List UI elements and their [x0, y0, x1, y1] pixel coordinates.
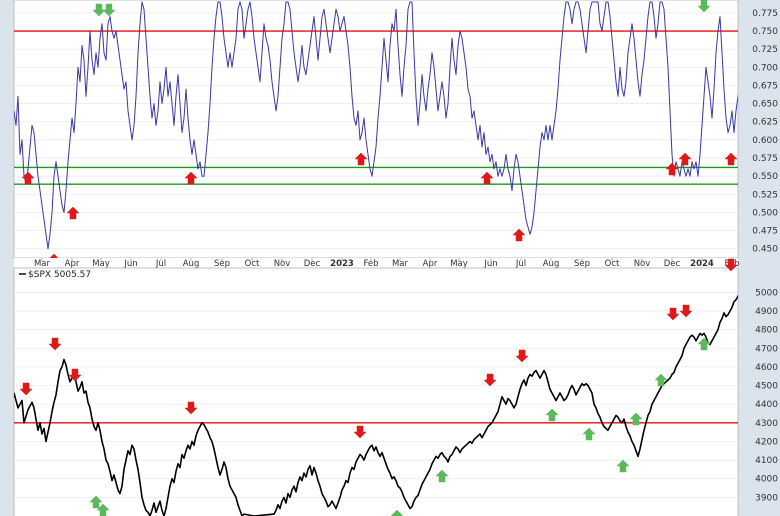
x-tick-label: 2024 [690, 259, 714, 269]
red-arrow-up-icon [66, 206, 80, 220]
x-tick-label: Oct [245, 259, 260, 269]
red-arrow-up-icon [665, 162, 679, 176]
x-tick-label: May [450, 259, 468, 269]
upper-series [14, 1, 738, 250]
legend-label: $SPX 5005.57 [28, 270, 91, 280]
x-tick-label: May [92, 259, 110, 269]
y-tick-label: 4500 [755, 382, 778, 392]
red-arrow-down-icon [184, 401, 198, 415]
y-tick-label: 3900 [755, 493, 778, 503]
lower-panel-bg [13, 267, 739, 516]
green-arrow-up-icon [582, 427, 596, 441]
x-axis-strip [14, 258, 738, 268]
y-tick-label: 4100 [755, 456, 778, 466]
y-tick-label: 0.575 [752, 154, 778, 164]
x-tick-label: Jun [123, 259, 137, 269]
lower-legend: $SPX 5005.57 [19, 270, 91, 280]
green-arrow-up-icon [545, 408, 559, 422]
x-tick-label: Sep [214, 259, 230, 269]
green-arrow-up-icon [96, 503, 110, 516]
red-arrow-up-icon [512, 228, 526, 242]
lower-series [14, 294, 738, 516]
x-tick-label: Aug [183, 259, 200, 269]
y-tick-label: 0.725 [752, 45, 778, 55]
red-arrow-down-icon [679, 304, 693, 318]
x-tick-label: Oct [605, 259, 620, 269]
y-tick-label: 5000 [755, 288, 778, 298]
y-tick-label: 0.600 [752, 136, 778, 146]
y-tick-label: 0.525 [752, 190, 778, 200]
x-tick-label: Aug [543, 259, 560, 269]
lower-arrows [19, 258, 738, 516]
x-tick-label: Feb [363, 259, 378, 269]
upper-panel-bg [13, 0, 739, 259]
y-tick-label: 0.650 [752, 100, 778, 110]
red-arrow-up-icon [724, 152, 738, 166]
green-arrow-up-icon [629, 412, 643, 426]
red-arrow-down-icon [48, 337, 62, 351]
red-arrow-down-icon [666, 307, 680, 321]
green-arrow-up-icon [654, 373, 668, 387]
red-arrow-up-icon [480, 171, 494, 185]
green-arrow-down-icon [697, 0, 711, 13]
upper-series-line [14, 1, 738, 250]
red-arrow-down-icon [68, 368, 82, 382]
x-tick-label: Nov [274, 259, 291, 269]
red-arrow-down-icon [515, 349, 529, 363]
x-tick-label: 2023 [330, 259, 354, 269]
x-tick-label: Jul [155, 259, 166, 269]
x-tick-label: Mar [392, 259, 409, 269]
red-arrow-down-icon [483, 373, 497, 387]
y-tick-label: 4000 [755, 475, 778, 485]
y-tick-label: 0.500 [752, 208, 778, 218]
green-arrow-up-icon [390, 509, 404, 516]
y-tick-label: 0.775 [752, 9, 778, 19]
upper-reference-lines [14, 30, 738, 185]
red-arrow-up-icon [184, 171, 198, 185]
green-arrow-up-icon [89, 495, 103, 509]
y-tick-label: 4300 [755, 419, 778, 429]
red-arrow-down-icon [353, 425, 367, 439]
lower-y-axis: 3900 4000 4100 4200 4300 4400 4500 4600 4700 4800… [755, 288, 778, 503]
x-axis: Mar Apr May Jun Jul Aug Sep Oct Nov Dec 2023 Feb Mar… [34, 258, 740, 269]
y-tick-label: 4600 [755, 363, 778, 373]
red-arrow-up-icon [21, 171, 35, 185]
y-tick-label: 0.675 [752, 81, 778, 91]
green-arrow-up-icon [616, 459, 630, 473]
x-tick-label: Jul [515, 259, 526, 269]
y-tick-label: 0.450 [752, 245, 778, 255]
red-arrow-up-icon [678, 152, 692, 166]
green-arrow-up-icon [697, 337, 711, 351]
y-tick-label: 0.750 [752, 27, 778, 37]
y-tick-label: 0.550 [752, 172, 778, 182]
red-arrow-up-icon [354, 152, 368, 166]
y-tick-label: 0.625 [752, 118, 778, 128]
x-tick-label: Nov [634, 259, 651, 269]
x-tick-label: Mar [34, 259, 51, 269]
y-tick-label: 4200 [755, 437, 778, 447]
x-tick-label: Sep [574, 259, 590, 269]
y-tick-label: 4800 [755, 326, 778, 336]
red-arrow-down-icon [724, 258, 738, 272]
x-tick-label: Dec [304, 259, 321, 269]
y-tick-label: 0.700 [752, 63, 778, 73]
y-tick-label: 4700 [755, 344, 778, 354]
x-tick-label: Apr [65, 259, 80, 269]
green-arrow-down-icon [102, 3, 116, 17]
lower-series-line [14, 294, 738, 516]
x-tick-label: Apr [423, 259, 438, 269]
upper-y-axis: 0.450 0.475 0.500 0.525 0.550 0.575 0.600 0.625… [752, 9, 778, 255]
red-arrow-down-icon [19, 382, 33, 396]
x-tick-label: Jun [483, 259, 497, 269]
y-tick-label: 0.475 [752, 227, 778, 237]
green-arrow-up-icon [435, 469, 449, 483]
y-tick-label: 4900 [755, 307, 778, 317]
x-tick-label: Dec [664, 259, 681, 269]
y-tick-label: 4400 [755, 400, 778, 410]
